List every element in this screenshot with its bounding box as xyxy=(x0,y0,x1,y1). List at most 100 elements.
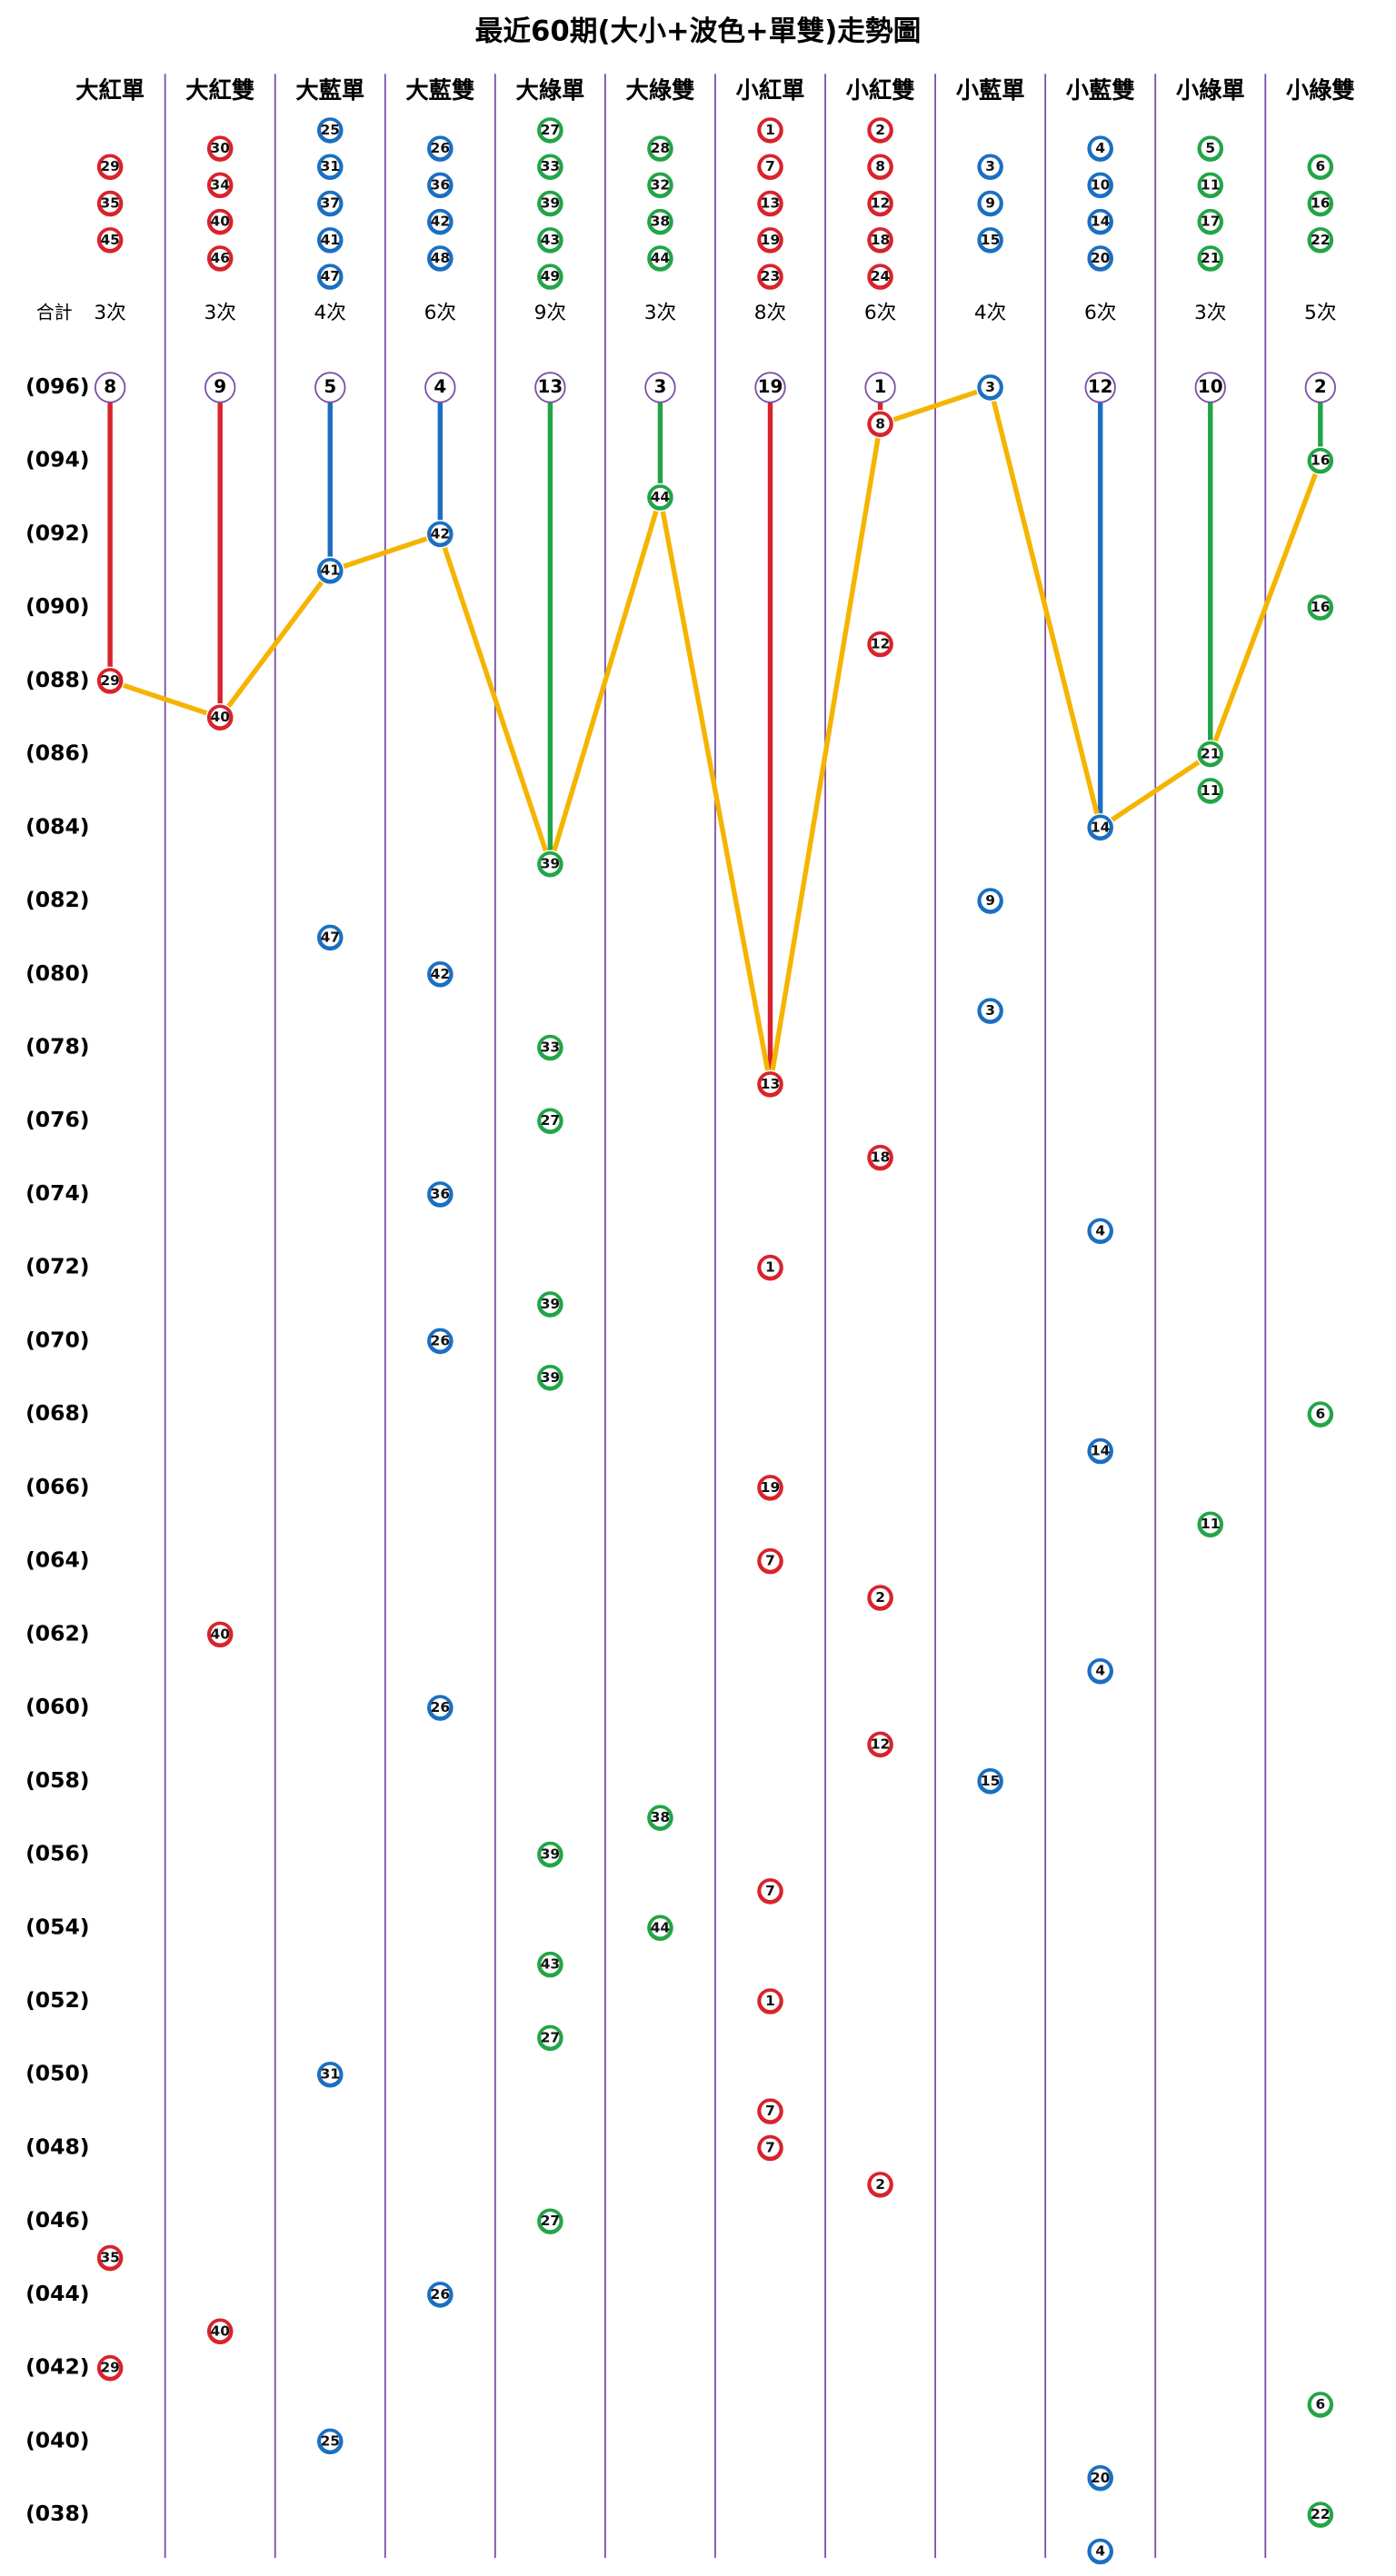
number-ball-number: 45 xyxy=(100,232,119,248)
number-ball-inner xyxy=(651,212,670,231)
y-tick-label: (088) xyxy=(25,667,89,692)
hit-ball-number: 27 xyxy=(541,1112,560,1129)
number-ball-number: 47 xyxy=(321,268,340,284)
hit-ball-number: 27 xyxy=(541,2213,560,2229)
column-header: 小綠單 xyxy=(1176,77,1245,104)
hit-ball-inner xyxy=(871,2174,890,2193)
hit-ball-number: 4 xyxy=(1095,2543,1105,2560)
column-header: 小藍雙 xyxy=(1066,77,1135,104)
count-label: 5次 xyxy=(1304,302,1336,324)
number-ball-inner xyxy=(321,266,340,286)
miss-count: 8 xyxy=(104,376,116,397)
number-ball: 39 xyxy=(535,189,565,218)
hit-ball-inner xyxy=(541,1845,560,1864)
hit-ball-inner xyxy=(761,1477,780,1497)
number-ball-number: 8 xyxy=(875,158,885,174)
miss-circle xyxy=(424,372,456,403)
number-ball-inner xyxy=(431,175,450,194)
number-ball-inner xyxy=(431,212,450,231)
hit-ball-inner xyxy=(1201,781,1220,801)
number-ball-number: 16 xyxy=(1311,195,1330,212)
y-tick-label: (086) xyxy=(25,741,89,766)
hit-ball-number: 26 xyxy=(431,1699,450,1716)
number-ball-inner xyxy=(101,194,120,213)
hit-ball-number: 22 xyxy=(1311,2506,1330,2522)
y-tick-label: (046) xyxy=(25,2207,89,2233)
number-ball-inner xyxy=(431,138,450,158)
hit-ball-number: 26 xyxy=(431,1332,450,1348)
hit-ball: 25 xyxy=(315,2427,344,2456)
hit-ball: 47 xyxy=(315,923,344,952)
miss-circle xyxy=(1194,372,1226,403)
number-ball-inner xyxy=(871,157,890,176)
number-ball-inner xyxy=(541,230,560,249)
miss-circle xyxy=(754,372,786,403)
hit-ball-number: 25 xyxy=(321,2432,340,2449)
hit-ball: 19 xyxy=(755,1473,785,1503)
y-tick-label: (074) xyxy=(25,1180,89,1206)
hit-ball-number: 39 xyxy=(541,1369,560,1386)
y-tick-label: (066) xyxy=(25,1474,89,1499)
hit-ball: 39 xyxy=(535,850,565,879)
hit-ball-number: 29 xyxy=(100,2360,119,2376)
number-ball-inner xyxy=(541,120,560,140)
number-ball: 47 xyxy=(315,262,344,292)
number-ball: 27 xyxy=(535,115,565,145)
miss-count: 3 xyxy=(654,376,667,397)
y-tick-label: (062) xyxy=(25,1620,89,1646)
miss-count: 9 xyxy=(214,376,226,397)
column-header: 小綠雙 xyxy=(1286,77,1355,104)
number-ball: 33 xyxy=(535,153,565,182)
hit-ball-number: 42 xyxy=(431,525,450,542)
hit-ball: 40 xyxy=(205,2317,234,2346)
number-ball-inner xyxy=(871,120,890,140)
hit-ball: 38 xyxy=(645,1803,675,1833)
hit-ball-inner xyxy=(431,1331,450,1350)
hit-ball: 14 xyxy=(1085,1437,1115,1466)
hit-ball-number: 3 xyxy=(985,1002,995,1019)
number-ball: 18 xyxy=(865,225,895,255)
hit-ball-inner xyxy=(871,1148,890,1167)
y-tick-label: (044) xyxy=(25,2281,89,2306)
hit-ball: 14 xyxy=(1085,813,1115,842)
y-tick-label: (096) xyxy=(25,373,89,399)
number-ball-number: 17 xyxy=(1201,214,1220,230)
hit-ball-inner xyxy=(1091,818,1110,837)
hit-ball-number: 9 xyxy=(985,892,995,909)
number-ball: 13 xyxy=(755,189,785,218)
hit-ball: 40 xyxy=(205,702,234,732)
hit-ball: 39 xyxy=(535,1289,565,1319)
hit-ball-number: 39 xyxy=(541,1846,560,1863)
number-ball-number: 27 xyxy=(541,122,560,138)
number-ball-number: 20 xyxy=(1091,250,1110,266)
y-tick-label: (054) xyxy=(25,1914,89,1939)
y-tick-label: (082) xyxy=(25,887,89,912)
number-ball-number: 39 xyxy=(541,195,560,212)
hit-ball-inner xyxy=(211,2322,230,2341)
number-ball: 29 xyxy=(95,153,125,182)
number-ball-inner xyxy=(541,266,560,286)
number-ball-inner xyxy=(1091,248,1110,268)
number-ball: 25 xyxy=(315,115,344,145)
number-ball: 5 xyxy=(1196,134,1225,164)
number-ball: 49 xyxy=(535,262,565,292)
hit-ball-number: 43 xyxy=(541,1956,560,1973)
number-ball-number: 24 xyxy=(871,268,890,284)
number-ball-number: 38 xyxy=(651,214,670,230)
hit-ball: 12 xyxy=(865,1730,895,1759)
number-ball-inner xyxy=(1201,212,1220,231)
hit-ball-inner xyxy=(761,2101,780,2121)
hit-ball-number: 6 xyxy=(1315,2396,1325,2412)
hit-ball: 27 xyxy=(535,2024,565,2053)
number-ball-inner xyxy=(101,157,120,176)
column-header: 大紅雙 xyxy=(185,77,254,104)
number-ball-number: 35 xyxy=(100,195,119,212)
number-ball-number: 48 xyxy=(431,250,450,266)
number-ball-inner xyxy=(1091,212,1110,231)
column-header: 大紅單 xyxy=(75,77,145,104)
number-ball-inner xyxy=(651,175,670,194)
number-ball: 3 xyxy=(975,153,1005,182)
hit-ball: 4 xyxy=(1085,2537,1115,2566)
hit-ball-number: 15 xyxy=(981,1773,1000,1789)
number-ball-number: 3 xyxy=(985,158,995,174)
